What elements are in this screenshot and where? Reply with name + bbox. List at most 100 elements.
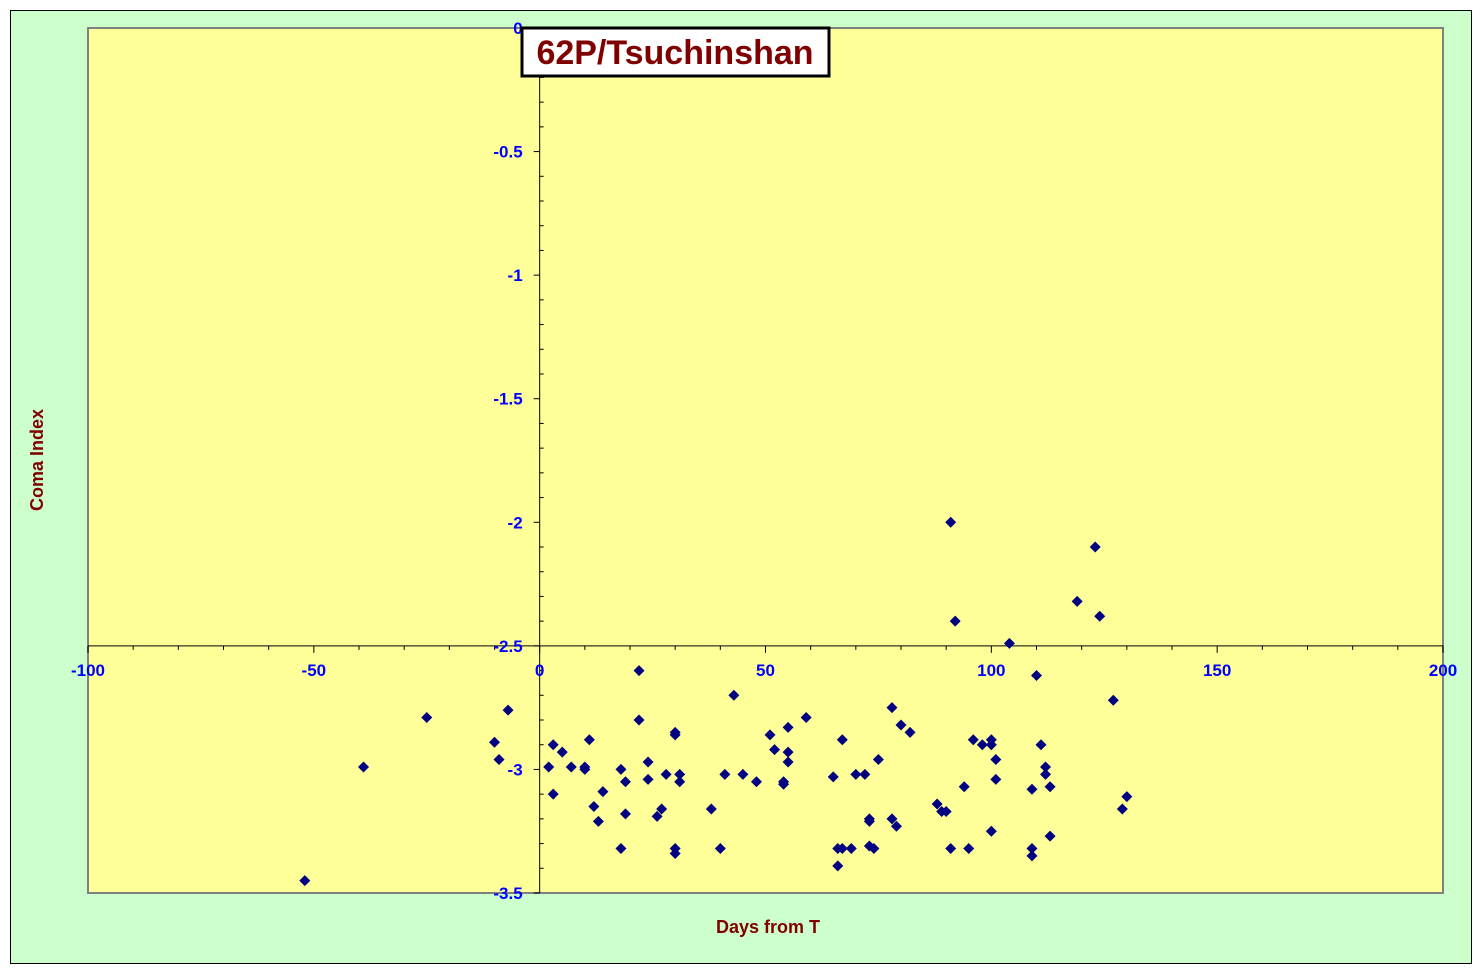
data-point: [543, 761, 555, 773]
data-point: [945, 516, 957, 528]
data-point: [890, 820, 902, 832]
data-point: [1116, 803, 1128, 815]
data-point: [985, 825, 997, 837]
data-point: [556, 746, 568, 758]
data-point: [750, 776, 762, 788]
x-tick-label: 0: [535, 661, 544, 680]
data-point: [967, 734, 979, 746]
data-point: [583, 734, 595, 746]
data-point: [895, 719, 907, 731]
data-point: [1040, 768, 1052, 780]
data-point: [358, 761, 370, 773]
y-tick-label: -0.5: [493, 143, 522, 162]
data-point: [728, 689, 740, 701]
data-point: [1026, 843, 1038, 855]
data-point: [669, 729, 681, 741]
data-point: [1035, 739, 1047, 751]
y-axis-title: Coma Index: [27, 409, 47, 511]
data-point: [945, 843, 957, 855]
data-point: [1026, 783, 1038, 795]
data-point: [615, 763, 627, 775]
data-point: [990, 754, 1002, 766]
x-tick-label: -50: [302, 661, 327, 680]
data-point: [1089, 541, 1101, 553]
data-point: [547, 739, 559, 751]
data-point: [872, 754, 884, 766]
y-tick-label: -1.5: [493, 390, 522, 409]
data-point: [669, 847, 681, 859]
y-tick-label: -3: [508, 760, 523, 779]
y-tick-label: -2.5: [493, 637, 522, 656]
data-point: [674, 768, 686, 780]
y-tick-label: 0: [513, 19, 522, 38]
data-point: [651, 810, 663, 822]
data-point: [633, 665, 645, 677]
data-point: [1107, 694, 1119, 706]
data-point: [1094, 610, 1106, 622]
data-point: [565, 761, 577, 773]
tick-labels: -100 -50 0 50 100 150 200 0 -0.5 -1 -1.5 -2 -2.5 -3 -3…: [71, 19, 1457, 903]
data-point: [1031, 670, 1042, 682]
data-points: [299, 516, 1133, 887]
data-point: [778, 778, 790, 790]
x-axis-title: Days from T: [716, 917, 820, 937]
data-point: [850, 768, 862, 780]
data-point: [827, 771, 839, 783]
x-tick-label: 50: [756, 661, 775, 680]
data-point: [868, 843, 880, 855]
data-point: [674, 776, 686, 788]
data-point: [1044, 830, 1056, 842]
x-tick-label: 100: [977, 661, 1005, 680]
data-point: [633, 714, 645, 726]
data-point: [963, 843, 975, 855]
data-point: [859, 768, 871, 780]
data-point: [782, 746, 794, 758]
data-point: [489, 736, 500, 748]
x-tick-label: 200: [1429, 661, 1457, 680]
data-point: [592, 815, 604, 827]
data-point: [547, 788, 559, 800]
data-point: [836, 843, 848, 855]
data-point: [958, 781, 970, 793]
data-point: [1003, 637, 1015, 649]
data-point: [904, 726, 916, 738]
data-point: [985, 739, 997, 751]
data-point: [1071, 595, 1083, 607]
data-point: [299, 875, 311, 887]
y-tick-label: -2: [508, 513, 523, 532]
data-point: [619, 776, 631, 788]
data-point: [764, 729, 776, 741]
data-point: [836, 734, 848, 746]
x-tick-label: 150: [1203, 661, 1231, 680]
data-point: [642, 756, 654, 768]
data-point: [656, 803, 668, 815]
data-point: [949, 615, 961, 627]
data-point: [719, 768, 731, 780]
data-point: [1040, 761, 1052, 773]
data-point: [502, 704, 514, 716]
data-point: [800, 712, 812, 724]
chart-title: 62P/Tsuchinshan: [536, 34, 813, 72]
data-point: [579, 761, 591, 773]
y-tick-label: -3.5: [493, 884, 522, 903]
data-point: [940, 805, 952, 817]
data-point: [660, 768, 672, 780]
data-point: [493, 754, 505, 766]
data-point: [976, 739, 988, 751]
data-point: [782, 721, 794, 733]
data-point: [769, 744, 781, 756]
data-point: [782, 756, 794, 768]
x-tick-label: -100: [71, 661, 105, 680]
data-point: [886, 813, 898, 825]
data-point: [597, 786, 609, 798]
data-point: [705, 803, 717, 815]
data-point: [845, 843, 857, 855]
data-point: [990, 773, 1002, 785]
data-point: [588, 801, 600, 812]
y-tick-label: -1: [508, 266, 523, 285]
data-point: [642, 773, 654, 785]
data-point: [421, 712, 433, 724]
data-point: [619, 808, 631, 820]
data-point: [1044, 781, 1056, 793]
